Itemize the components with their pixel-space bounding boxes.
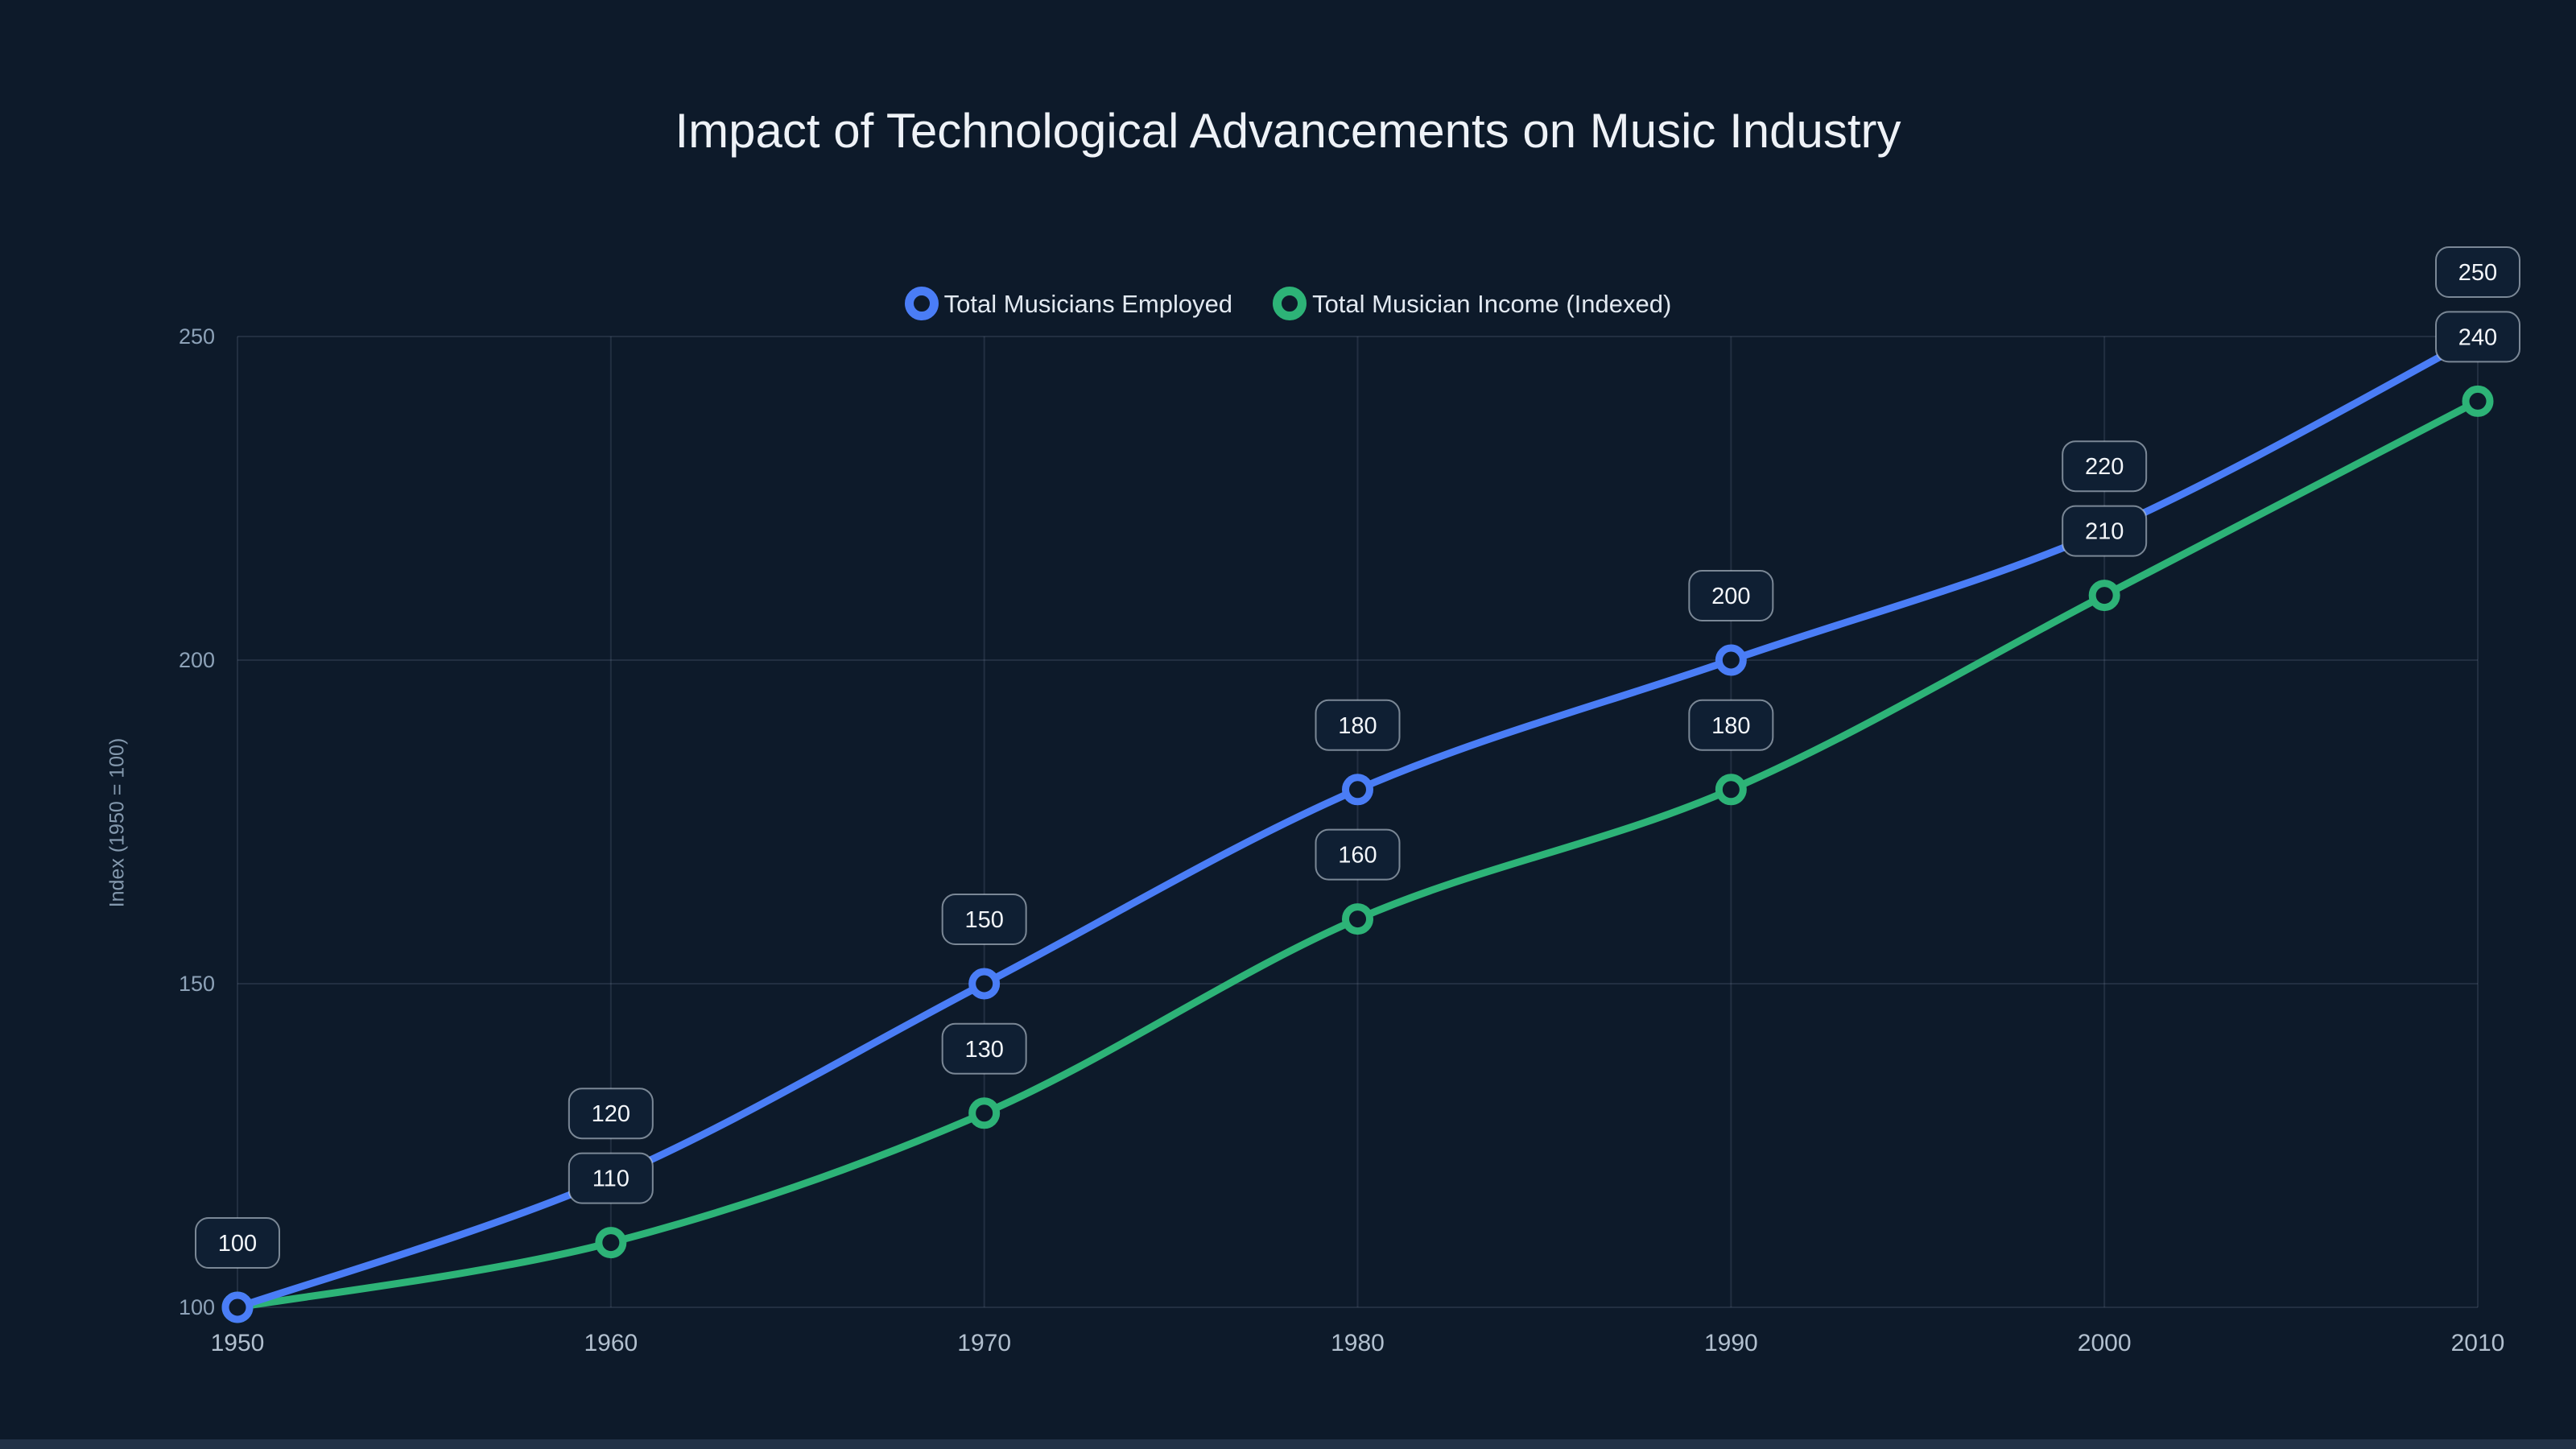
data-label-box	[941, 1022, 1027, 1075]
data-label-box	[941, 894, 1027, 945]
data-label: 210	[2085, 519, 2124, 545]
data-point-marker[interactable]	[595, 1227, 627, 1259]
data-label: 130	[964, 1037, 1003, 1063]
legend-label: Total Musician Income (Indexed)	[1312, 289, 1672, 318]
data-label-box	[1315, 828, 1401, 881]
legend-item-total-musicians-employed[interactable]: Total Musicians Employed	[904, 287, 1233, 320]
legend-item-total-musician-income[interactable]: Total Musician Income (Indexed)	[1273, 287, 1671, 320]
x-tick-label: 1990	[1704, 1330, 1758, 1356]
y-tick-label: 150	[179, 972, 215, 996]
data-label-box	[2062, 505, 2148, 557]
legend: Total Musicians Employed Total Musician …	[0, 287, 2576, 320]
legend-ring-blue-icon	[904, 287, 939, 320]
data-label: 250	[2458, 260, 2497, 286]
x-tick-label: 1960	[584, 1330, 638, 1356]
data-label-box	[1688, 570, 1774, 621]
data-label: 110	[592, 1166, 630, 1192]
data-label: 200	[1711, 584, 1750, 609]
data-label-box	[2435, 311, 2520, 363]
data-point-marker[interactable]	[2462, 385, 2494, 417]
data-label-box	[568, 1088, 654, 1140]
y-tick-label: 250	[179, 324, 215, 349]
chart-title: Impact of Technological Advancements on …	[675, 104, 1901, 158]
data-point-marker[interactable]	[1715, 774, 1747, 806]
data-label-box	[2435, 246, 2520, 298]
x-tick-label: 1950	[211, 1330, 265, 1356]
y-tick-label: 100	[179, 1295, 215, 1319]
data-point-marker[interactable]	[968, 1097, 1001, 1129]
x-tick-label: 2010	[2451, 1330, 2505, 1356]
legend-label: Total Musicians Employed	[943, 289, 1233, 318]
x-tick-label: 1980	[1331, 1330, 1385, 1356]
data-label-box	[195, 1217, 280, 1269]
data-point-marker[interactable]	[968, 968, 1001, 1000]
y-tick-label: 200	[179, 648, 215, 672]
data-point-marker[interactable]	[1342, 774, 1373, 806]
data-point-marker[interactable]	[1715, 644, 1747, 676]
data-label-box	[1688, 699, 1774, 751]
data-label: 160	[1338, 843, 1377, 869]
data-label: 180	[1338, 713, 1377, 739]
data-label: 220	[2085, 454, 2124, 480]
x-tick-label: 2000	[2078, 1330, 2132, 1356]
data-label-box	[1315, 699, 1401, 751]
data-label: 150	[964, 907, 1003, 933]
legend-ring-green-icon	[1273, 287, 1307, 320]
data-label: 100	[218, 1231, 257, 1257]
data-label-box	[2062, 440, 2148, 493]
data-label: 180	[1711, 713, 1750, 739]
data-point-marker[interactable]	[1342, 903, 1373, 935]
data-label: 120	[592, 1101, 630, 1127]
data-point-marker[interactable]	[221, 1291, 254, 1323]
x-tick-label: 1970	[957, 1330, 1011, 1356]
bottom-edge	[0, 1439, 2576, 1449]
data-label-box	[568, 1152, 654, 1204]
data-label: 240	[2458, 324, 2497, 350]
data-point-marker[interactable]	[2088, 580, 2120, 612]
